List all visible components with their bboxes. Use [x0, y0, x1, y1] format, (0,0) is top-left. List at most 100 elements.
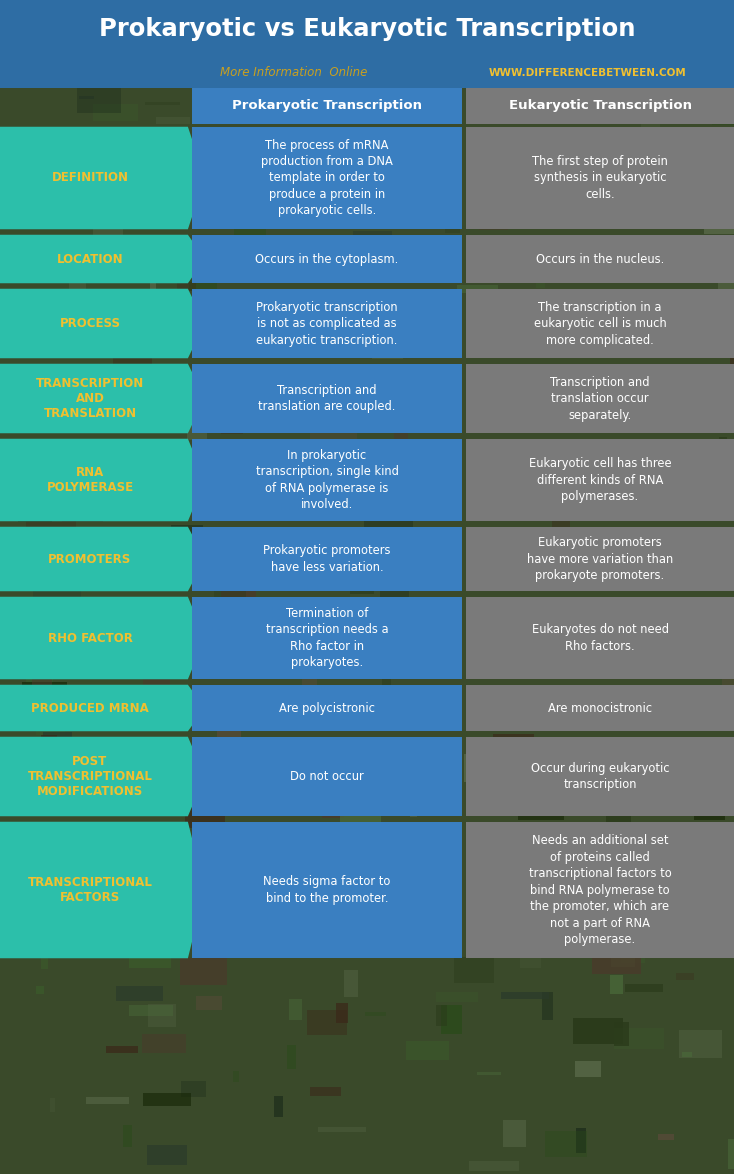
Bar — [241, 629, 272, 645]
Polygon shape — [0, 527, 205, 592]
Bar — [436, 992, 479, 1003]
Bar — [192, 127, 462, 229]
Bar — [182, 871, 220, 896]
Bar — [382, 547, 406, 578]
Bar — [479, 0, 529, 9]
Bar — [195, 997, 222, 1010]
Bar — [289, 999, 302, 1020]
Bar — [192, 684, 462, 731]
Text: Prokaryotic vs Eukaryotic Transcription: Prokaryotic vs Eukaryotic Transcription — [99, 16, 635, 41]
Bar — [274, 504, 291, 511]
Bar — [675, 610, 707, 641]
Bar — [576, 1128, 586, 1153]
Polygon shape — [0, 289, 205, 358]
Bar — [178, 480, 209, 506]
Bar — [407, 687, 442, 709]
Bar — [394, 414, 408, 439]
Bar — [70, 294, 79, 322]
Bar — [694, 798, 725, 821]
Bar — [319, 0, 365, 9]
Text: DEFINITION: DEFINITION — [51, 171, 128, 184]
Bar — [113, 925, 131, 942]
Bar — [180, 958, 227, 985]
Bar — [466, 822, 734, 958]
Bar — [500, 924, 513, 949]
Bar — [486, 499, 526, 520]
Bar — [147, 1145, 187, 1166]
Bar — [466, 235, 734, 283]
Bar — [606, 812, 631, 828]
Bar — [106, 136, 115, 142]
Bar — [349, 68, 357, 75]
Bar — [652, 691, 671, 710]
Bar — [355, 256, 398, 271]
Bar — [581, 836, 625, 856]
Bar — [338, 336, 350, 338]
Bar — [515, 403, 550, 413]
Bar — [420, 607, 437, 619]
Text: PRODUCED MRNA: PRODUCED MRNA — [31, 702, 149, 715]
Bar — [687, 154, 707, 171]
Bar — [202, 129, 215, 133]
Bar — [85, 709, 135, 716]
Bar — [181, 1080, 206, 1097]
Bar — [419, 0, 426, 7]
Bar — [280, 702, 310, 707]
Text: In prokaryotic
transcription, single kind
of RNA polymerase is
involved.: In prokaryotic transcription, single kin… — [255, 448, 399, 511]
Bar — [680, 404, 722, 418]
Bar — [668, 915, 697, 936]
Bar — [603, 399, 644, 413]
Bar — [534, 13, 553, 27]
Bar — [68, 370, 102, 391]
Text: Are polycistronic: Are polycistronic — [279, 702, 375, 715]
Bar — [492, 639, 534, 661]
Bar — [351, 258, 396, 281]
Bar — [36, 986, 44, 993]
Bar — [143, 1093, 191, 1106]
Bar — [466, 737, 734, 816]
Bar — [338, 916, 376, 922]
Bar — [219, 884, 239, 891]
Bar — [521, 163, 566, 175]
Bar — [200, 795, 211, 812]
Bar — [550, 764, 561, 768]
Bar — [255, 154, 274, 173]
Bar — [95, 841, 106, 851]
Bar — [611, 950, 635, 967]
Bar — [724, 615, 734, 628]
Bar — [118, 565, 130, 586]
Bar — [728, 1140, 734, 1169]
Bar — [275, 648, 309, 674]
Bar — [445, 54, 465, 72]
Text: Eukaryotic cell has three
different kinds of RNA
polymerases.: Eukaryotic cell has three different kind… — [528, 457, 672, 502]
Bar — [65, 697, 104, 710]
Bar — [47, 180, 80, 202]
Bar — [501, 878, 521, 906]
Bar — [26, 675, 53, 683]
Bar — [308, 12, 339, 40]
Bar — [18, 518, 52, 522]
Bar — [335, 882, 369, 892]
Bar — [701, 865, 711, 888]
Bar — [589, 235, 622, 259]
Bar — [29, 623, 75, 646]
Bar — [381, 783, 421, 803]
Bar — [59, 390, 103, 409]
Bar — [441, 1005, 462, 1033]
Bar — [403, 655, 436, 668]
Bar — [670, 903, 696, 925]
Text: Prokaryotic transcription
is not as complicated as
eukaryotic transcription.: Prokaryotic transcription is not as comp… — [256, 301, 398, 346]
Bar — [113, 343, 152, 372]
Bar — [161, 539, 208, 568]
Text: LOCATION: LOCATION — [57, 252, 123, 265]
Bar — [378, 866, 425, 873]
Bar — [503, 1120, 526, 1147]
Bar — [80, 364, 98, 385]
Bar — [377, 155, 403, 167]
Bar — [676, 973, 694, 979]
Bar — [65, 378, 88, 402]
Text: More Information  Online: More Information Online — [220, 67, 367, 80]
Bar — [272, 659, 314, 675]
Bar — [192, 527, 462, 592]
Bar — [568, 134, 606, 158]
